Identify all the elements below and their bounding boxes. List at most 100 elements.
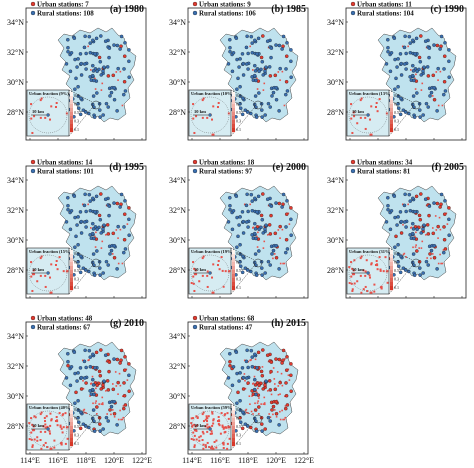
rural-legend-text: Rural stations: 106 xyxy=(199,10,256,18)
rural-station xyxy=(240,210,245,214)
rural-station xyxy=(90,387,95,392)
rural-station xyxy=(249,34,254,39)
rural-station xyxy=(418,108,422,112)
rural-station xyxy=(427,204,432,208)
map-panel: 10 km Urban fraction (19%) 0.9 0.7 0.5 0.3 0.1… xyxy=(162,158,312,306)
rural-station xyxy=(119,34,124,39)
rural-station xyxy=(388,69,393,74)
inset-urban-pixel xyxy=(33,429,36,432)
inset-urban-pixel xyxy=(204,446,207,449)
inset-urban-pixel xyxy=(212,291,215,294)
urban-station xyxy=(111,231,116,236)
urban-pixel xyxy=(273,409,276,411)
rural-station xyxy=(228,49,232,54)
rural-station xyxy=(88,355,92,359)
rural-station xyxy=(93,210,97,214)
lat-tick-label: 28°N xyxy=(327,266,344,275)
inset-urban-pixel xyxy=(58,412,61,415)
inset-urban-pixel xyxy=(33,438,36,441)
inset-urban-pixel xyxy=(58,256,61,259)
rural-station xyxy=(127,59,131,64)
rural-station xyxy=(73,87,77,91)
urban-pixel xyxy=(277,385,280,387)
rural-station xyxy=(231,51,236,55)
urban-station xyxy=(284,212,289,216)
rural-station xyxy=(230,383,235,388)
urban-pixel xyxy=(277,71,280,73)
urban-station xyxy=(435,201,440,206)
rural-station xyxy=(92,392,96,397)
inset-urban-pixel xyxy=(65,112,68,115)
urban-pixel xyxy=(262,247,265,249)
rural-station xyxy=(274,201,278,205)
lat-tick-label: 32°N xyxy=(7,206,24,215)
rural-station xyxy=(112,86,117,90)
rural-station xyxy=(252,73,257,78)
inset-urban-pixel xyxy=(33,115,36,118)
urban-pixel xyxy=(82,387,85,390)
colorbar-tick: 0.5 xyxy=(74,110,79,115)
rural-station xyxy=(289,233,293,237)
inset-urban-pixel xyxy=(46,425,49,428)
urban-pixel xyxy=(256,246,259,248)
rural-station xyxy=(112,400,117,404)
inset-scale-label: 10 km xyxy=(32,423,44,428)
inset-urban-pixel xyxy=(192,275,195,278)
colorbar-tick: 0.3 xyxy=(236,119,241,124)
urban-station xyxy=(269,213,273,218)
inset-urban-pixel xyxy=(44,423,47,426)
urban-station xyxy=(438,205,442,209)
inset-urban-pixel xyxy=(350,261,353,264)
inset-urban-pixel xyxy=(201,439,204,442)
inset-urban-pixel xyxy=(59,425,62,428)
rural-station xyxy=(422,65,426,69)
rural-station xyxy=(66,37,70,42)
inset-urban-pixel xyxy=(66,426,69,429)
inset-urban-pixel xyxy=(374,264,377,267)
lat-tick-label: 30°N xyxy=(327,78,344,87)
inset-urban-pixel xyxy=(360,255,363,258)
urban-pixel xyxy=(407,203,409,206)
urban-pixel xyxy=(249,45,251,48)
urban-station xyxy=(268,232,273,236)
inset-urban-pixel xyxy=(44,116,47,119)
inset-urban-pixel xyxy=(386,270,389,273)
rural-station xyxy=(261,231,265,235)
inset-urban-pixel xyxy=(359,116,362,119)
inset-urban-pixel xyxy=(212,263,215,266)
inset-urban-pixel xyxy=(211,276,214,279)
rural-station xyxy=(413,210,417,214)
inset-urban-pixel xyxy=(228,437,231,440)
inset-urban-pixel xyxy=(212,105,215,108)
inset-urban-pixel xyxy=(190,438,193,441)
urban-pixel xyxy=(262,89,265,91)
lon-tick-label: 120°E xyxy=(104,456,124,465)
urban-pixel xyxy=(106,413,108,415)
rural-station xyxy=(255,52,259,56)
urban-pixel xyxy=(273,253,276,255)
rural-station xyxy=(412,115,417,119)
inset-urban-pixel xyxy=(386,281,389,284)
urban-pixel xyxy=(284,405,287,407)
inset-urban-pixel xyxy=(219,432,222,435)
inset-urban-pixel xyxy=(31,131,34,134)
inset-buffer-circle xyxy=(348,96,388,134)
rural-station xyxy=(238,260,242,264)
lat-tick-label: 30°N xyxy=(169,78,186,87)
urban-pixel xyxy=(445,212,448,215)
rural-station xyxy=(127,75,131,79)
inset-urban-pixel xyxy=(385,112,388,115)
urban-pixel xyxy=(439,253,441,256)
rural-station xyxy=(101,427,105,431)
inset-urban-pixel xyxy=(193,273,196,276)
urban-pixel xyxy=(94,235,96,238)
inset-urban-pixel xyxy=(212,418,215,421)
urban-station xyxy=(442,54,447,58)
rural-station xyxy=(442,250,446,255)
urban-pixel xyxy=(101,396,104,399)
urban-station xyxy=(418,218,423,222)
urban-station xyxy=(95,383,99,388)
inset-buffer-circle xyxy=(190,254,230,292)
rural-station xyxy=(73,371,77,376)
rural-station xyxy=(79,254,83,259)
